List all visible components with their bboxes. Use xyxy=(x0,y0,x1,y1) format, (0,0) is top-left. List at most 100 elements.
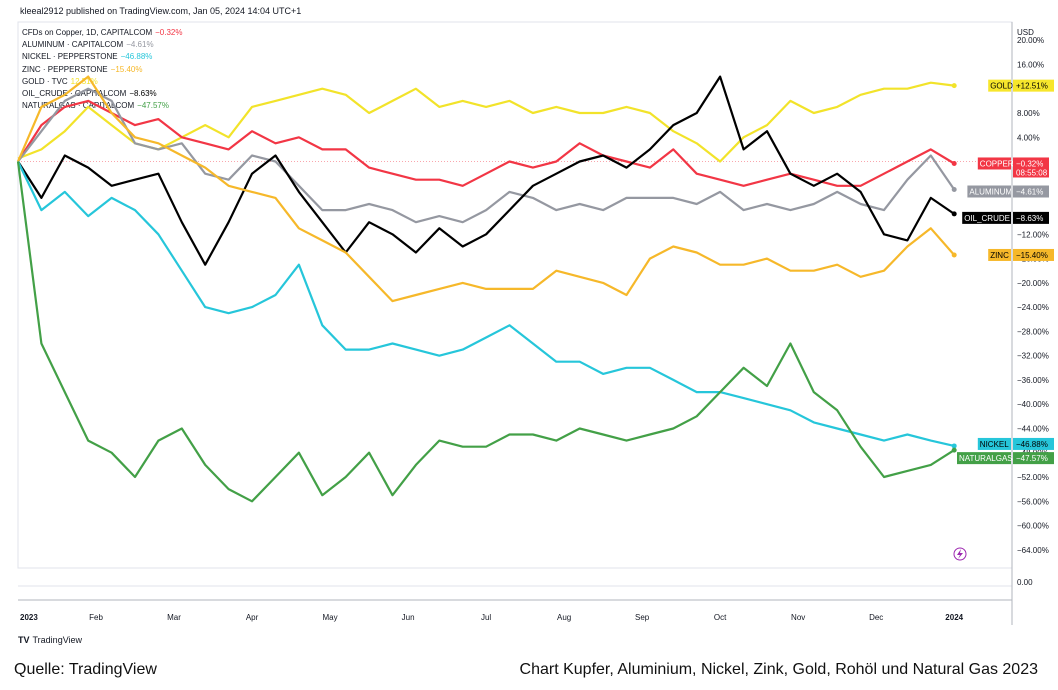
series-end-point-naturalgas xyxy=(951,447,957,453)
series-line-oil_crude xyxy=(17,75,955,266)
y-tick-label: 20.00% xyxy=(1017,36,1044,45)
legend-item-change: −0.32% xyxy=(155,28,183,37)
x-tick-label: Sep xyxy=(635,613,650,622)
price-label-name: NICKEL xyxy=(980,440,1009,449)
y-tick-label: 8.00% xyxy=(1017,109,1040,118)
series-end-point-copper xyxy=(951,160,957,166)
legend-item-change: −8.63% xyxy=(129,89,157,99)
legend-item[interactable]: NATURALGAS · CAPITALCOM −47.57% xyxy=(22,100,182,112)
price-label-nickel: NICKEL −46.88% xyxy=(977,437,1054,450)
legend-item-name: NICKEL · PEPPERSTONE xyxy=(22,52,118,62)
price-label-name-bg xyxy=(967,185,1011,198)
x-tick-label: Aug xyxy=(557,613,571,622)
price-label-countdown: 08:55:08 xyxy=(1016,168,1048,177)
price-label-value: +12.51% xyxy=(1016,82,1048,91)
series-line-aluminum xyxy=(17,87,956,224)
price-label-name: OIL_CRUDE xyxy=(964,214,1010,223)
price-label-value: −15.40% xyxy=(1016,251,1048,260)
currency-label: USD xyxy=(1017,28,1034,37)
price-label-value-bg xyxy=(1013,211,1049,224)
price-label-value: −0.32% xyxy=(1016,159,1043,168)
y-tick-label: 16.00% xyxy=(1017,60,1044,69)
lightning-icon xyxy=(953,547,967,561)
price-label-name: COPPER xyxy=(980,159,1014,168)
price-label-aluminum: ALUMINUM −4.61% xyxy=(967,185,1049,198)
lightning-icon-ring xyxy=(953,547,967,561)
x-tick-label: May xyxy=(323,613,338,622)
y-tick-label: −24.00% xyxy=(1017,303,1049,312)
price-label-gold: GOLD +12.51% xyxy=(988,79,1054,92)
publisher-header: kleeal2912 published on TradingView.com,… xyxy=(20,6,302,16)
price-label-copper: COPPER −0.32%08:55:08 xyxy=(977,157,1049,178)
price-label-value-bg xyxy=(1013,437,1054,450)
legend-item[interactable]: CFDs on Copper, 1D, CAPITALCOM −0.32% xyxy=(22,27,182,39)
price-label-name-bg xyxy=(977,157,1011,170)
legend-item-name: GOLD · TVC xyxy=(22,76,68,86)
legend-item[interactable]: ZINC · PEPPERSTONE −15.40% xyxy=(22,64,182,76)
price-label-value-bg xyxy=(1013,157,1049,178)
legend-item-name: NATURALGAS · CAPITALCOM xyxy=(22,101,135,111)
series-end-point-oil_crude xyxy=(951,211,957,217)
price-label-value: −8.63% xyxy=(1016,214,1043,223)
y-tick-label: −20.00% xyxy=(1017,279,1049,288)
x-tick-label: 2023 xyxy=(20,613,38,622)
price-label-value: −4.61% xyxy=(1016,188,1043,197)
legend-item-name: ALUMINUM · CAPITALCOM xyxy=(22,40,124,50)
tradingview-mark-icon: TV xyxy=(18,635,30,645)
series-end-point-aluminum xyxy=(951,187,957,193)
series-line-copper xyxy=(17,99,955,187)
legend-item[interactable]: GOLD · TVC 12.51% xyxy=(22,76,182,88)
tradingview-logo: TV TradingView xyxy=(18,635,82,645)
x-tick-label: Feb xyxy=(89,613,103,622)
legend-item-change: −4.61% xyxy=(126,40,154,50)
price-label-name-bg xyxy=(962,211,1011,224)
pane2-tick-label: 0.00 xyxy=(1017,578,1033,587)
tradingview-logo-text: TradingView xyxy=(32,635,83,645)
price-label-value: −47.57% xyxy=(1016,454,1048,463)
legend-item[interactable]: ALUMINUM · CAPITALCOM −4.61% xyxy=(22,39,182,51)
price-label-name: ZINC xyxy=(990,251,1009,260)
source-caption: Quelle: TradingView xyxy=(14,661,157,678)
legend-item-name: ZINC · PEPPERSTONE xyxy=(22,64,108,74)
series-legend: CFDs on Copper, 1D, CAPITALCOM −0.32% ALUM… xyxy=(22,27,182,112)
price-label-name: NATURALGAS xyxy=(959,454,1013,463)
price-label-name: GOLD xyxy=(990,82,1013,91)
legend-item-change: 12.51% xyxy=(70,76,98,86)
chart-caption: Chart Kupfer, Aluminium, Nickel, Zink, G… xyxy=(519,661,1038,678)
price-label-name-bg xyxy=(988,248,1011,261)
series-end-point-gold xyxy=(951,83,957,89)
price-label-name-bg xyxy=(988,79,1011,92)
y-tick-label: −44.00% xyxy=(1017,424,1049,433)
x-tick-label: 2024 xyxy=(945,613,963,622)
series-line-zinc xyxy=(16,75,956,303)
price-label-value: −46.88% xyxy=(1016,440,1048,449)
x-tick-label: Jul xyxy=(481,613,491,622)
series-line-naturalgas xyxy=(16,161,955,503)
x-tick-label: Jun xyxy=(402,613,415,622)
legend-item-change: −15.40% xyxy=(110,64,143,74)
price-label-zinc: ZINC −15.40% xyxy=(988,248,1054,261)
price-label-naturalgas: NATURALGAS −47.57% xyxy=(957,452,1054,465)
legend-item-name: CFDs on Copper, 1D, CAPITALCOM xyxy=(22,28,153,37)
price-label-name-bg xyxy=(957,452,1011,465)
lightning-icon-bolt xyxy=(957,549,963,559)
legend-item[interactable]: NICKEL · PEPPERSTONE −46.88% xyxy=(22,51,182,63)
x-tick-label: Mar xyxy=(167,613,181,622)
price-label-value-bg xyxy=(1013,185,1049,198)
series-line-gold xyxy=(17,81,955,163)
x-tick-label: Dec xyxy=(869,613,883,622)
price-label-value-bg xyxy=(1013,248,1054,261)
y-tick-label: −64.00% xyxy=(1017,546,1049,555)
legend-item[interactable]: OIL_CRUDE · CAPITALCOM −8.63% xyxy=(22,88,182,100)
series-end-point-nickel xyxy=(951,443,957,449)
price-label-value-bg xyxy=(1013,79,1054,92)
price-label-oil_crude: OIL_CRUDE −8.63% xyxy=(962,211,1049,224)
price-label-name: ALUMINUM xyxy=(969,188,1012,197)
y-tick-label: −28.00% xyxy=(1017,327,1049,336)
y-tick-label: −56.00% xyxy=(1017,497,1049,506)
legend-item-change: −46.88% xyxy=(120,52,153,62)
legend-item-name: OIL_CRUDE · CAPITALCOM xyxy=(22,89,127,99)
price-label-name-bg xyxy=(977,437,1011,450)
series-line-nickel xyxy=(17,161,955,447)
